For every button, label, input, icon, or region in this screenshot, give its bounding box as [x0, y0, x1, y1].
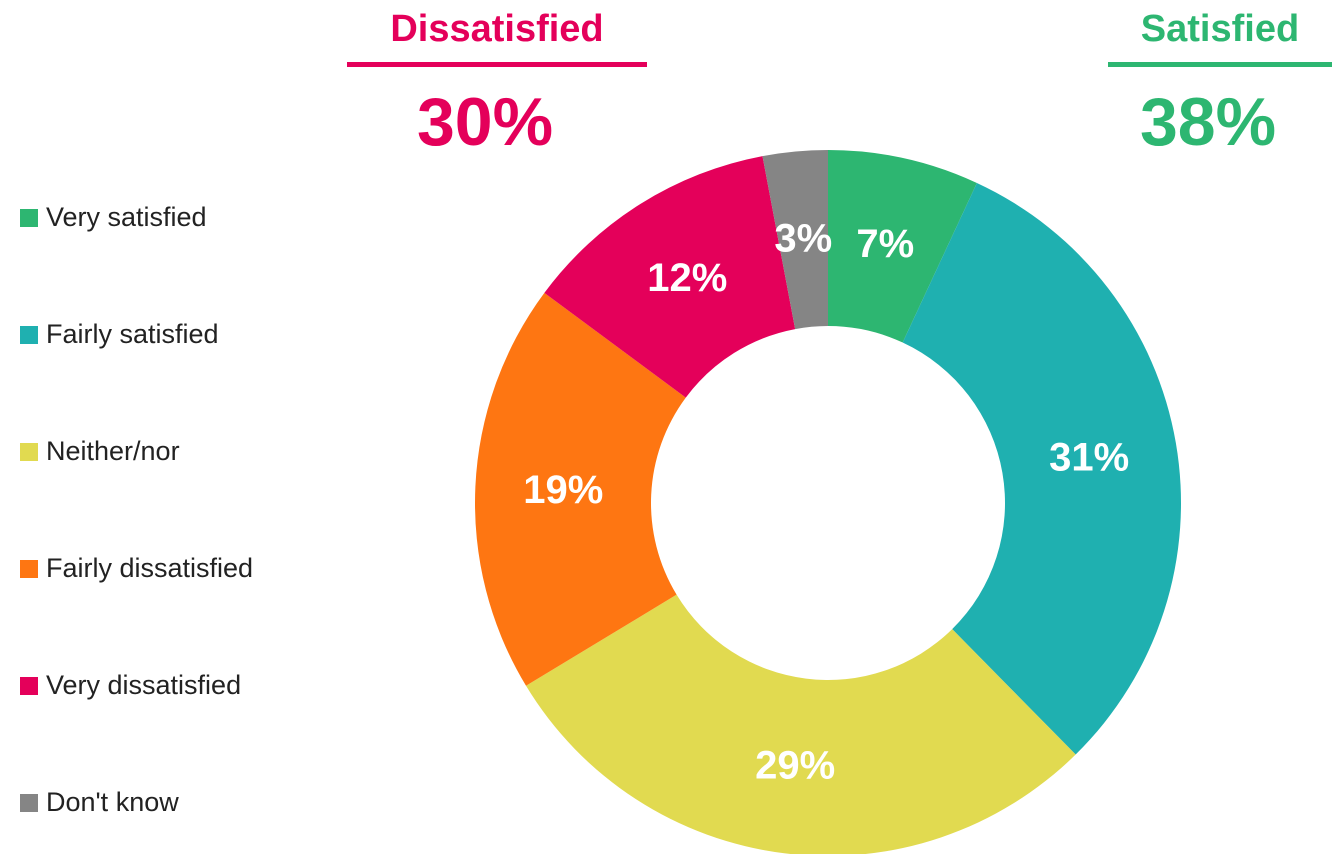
annotation-title: Satisfied [1141, 8, 1299, 50]
legend-swatch [20, 209, 38, 227]
slice-label: 3% [774, 217, 832, 261]
slice [828, 150, 977, 343]
annotation-title: Dissatisfied [390, 8, 603, 50]
legend-label: Don't know [46, 787, 179, 817]
legend-swatch [20, 794, 38, 812]
slice-label: 29% [755, 744, 835, 788]
annotation-value: 30% [417, 84, 553, 160]
slice-label: 7% [856, 222, 914, 266]
annotation-underline [1108, 62, 1332, 67]
slice [526, 594, 1076, 854]
slice [475, 292, 686, 686]
slice [902, 182, 1181, 755]
slice-label: 12% [647, 256, 727, 300]
slice-label: 19% [523, 468, 603, 512]
legend-swatch [20, 560, 38, 578]
legend-swatch [20, 677, 38, 695]
legend-label: Fairly satisfied [46, 319, 219, 349]
legend-swatch [20, 443, 38, 461]
annotation-underline [347, 62, 647, 67]
legend-label: Fairly dissatisfied [46, 553, 253, 583]
annotation-value: 38% [1140, 84, 1276, 160]
legend-label: Neither/nor [46, 436, 180, 466]
slice-label: 31% [1049, 435, 1129, 479]
slice [762, 150, 828, 330]
legend-label: Very dissatisfied [46, 670, 241, 700]
slice [544, 156, 796, 398]
legend-swatch [20, 326, 38, 344]
legend-label: Very satisfied [46, 202, 207, 232]
